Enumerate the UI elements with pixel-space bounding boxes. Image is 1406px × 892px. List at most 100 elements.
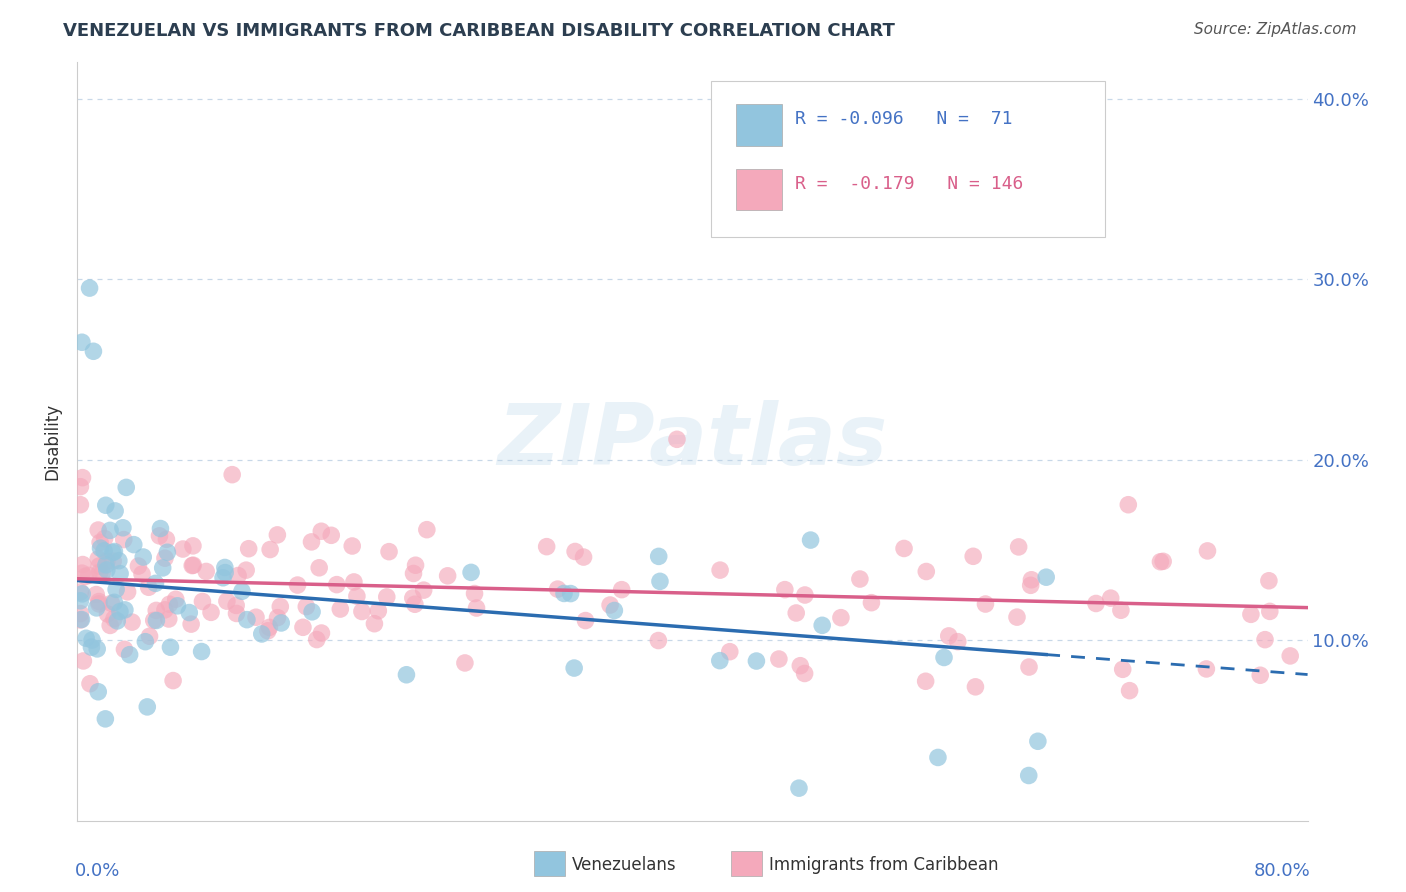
- Point: [547, 582, 569, 596]
- Point: [191, 594, 214, 608]
- Point: [153, 551, 176, 566]
- Point: [127, 559, 149, 574]
- Point: [860, 596, 883, 610]
- Point: [321, 528, 343, 542]
- Point: [108, 605, 131, 619]
- Point: [180, 617, 202, 632]
- Point: [927, 750, 949, 764]
- Point: [915, 565, 938, 579]
- Point: [1026, 734, 1049, 748]
- Point: [179, 606, 201, 620]
- Point: [465, 601, 488, 615]
- Point: [79, 677, 101, 691]
- Point: [114, 603, 136, 617]
- Point: [329, 602, 352, 616]
- Point: [96, 607, 118, 621]
- Point: [103, 544, 125, 558]
- Point: [1116, 498, 1139, 512]
- Point: [266, 610, 288, 624]
- Point: [108, 554, 131, 568]
- Point: [295, 599, 318, 614]
- Point: [402, 566, 425, 581]
- Point: [245, 610, 267, 624]
- Point: [131, 567, 153, 582]
- Point: [416, 523, 439, 537]
- Point: [402, 591, 425, 605]
- Point: [974, 597, 997, 611]
- Point: [346, 589, 368, 603]
- Point: [436, 569, 458, 583]
- Point: [1258, 604, 1281, 618]
- Point: [212, 571, 235, 585]
- Point: [560, 586, 582, 600]
- Point: [96, 563, 118, 577]
- Point: [830, 610, 852, 624]
- Point: [225, 607, 247, 621]
- Point: [305, 632, 328, 647]
- Point: [111, 521, 134, 535]
- Point: [69, 585, 91, 599]
- Point: [226, 568, 249, 582]
- Point: [1005, 610, 1028, 624]
- Point: [932, 650, 955, 665]
- Point: [1099, 591, 1122, 606]
- Point: [378, 544, 401, 558]
- Point: [1149, 555, 1171, 569]
- Point: [93, 544, 115, 558]
- Point: [103, 554, 125, 568]
- Point: [1035, 570, 1057, 584]
- Point: [104, 504, 127, 518]
- Point: [79, 281, 101, 295]
- Point: [122, 538, 145, 552]
- Point: [118, 648, 141, 662]
- Point: [70, 612, 93, 626]
- Point: [946, 634, 969, 648]
- Point: [1279, 648, 1302, 663]
- Text: Immigrants from Caribbean: Immigrants from Caribbean: [769, 856, 998, 874]
- Point: [849, 572, 872, 586]
- Point: [69, 594, 91, 608]
- Point: [195, 565, 218, 579]
- Point: [215, 594, 238, 608]
- Point: [69, 613, 91, 627]
- Point: [70, 335, 93, 350]
- Point: [75, 569, 97, 583]
- Text: 0.0%: 0.0%: [75, 863, 121, 880]
- Point: [69, 498, 91, 512]
- Point: [343, 574, 366, 589]
- Point: [87, 594, 110, 608]
- Point: [536, 540, 558, 554]
- Point: [647, 549, 669, 564]
- Point: [69, 607, 91, 621]
- Point: [117, 585, 139, 599]
- Point: [156, 545, 179, 559]
- Point: [259, 620, 281, 634]
- Point: [745, 654, 768, 668]
- Point: [785, 606, 807, 620]
- Point: [291, 620, 314, 634]
- Point: [647, 633, 669, 648]
- Point: [1021, 573, 1043, 587]
- Text: VENEZUELAN VS IMMIGRANTS FROM CARIBBEAN DISABILITY CORRELATION CHART: VENEZUELAN VS IMMIGRANTS FROM CARIBBEAN …: [63, 22, 896, 40]
- FancyBboxPatch shape: [735, 104, 782, 145]
- Point: [301, 605, 323, 619]
- Point: [231, 584, 253, 599]
- Point: [103, 612, 125, 626]
- Point: [142, 613, 165, 627]
- Point: [91, 566, 114, 580]
- Point: [89, 559, 111, 574]
- Point: [665, 433, 688, 447]
- Point: [86, 600, 108, 615]
- Point: [80, 640, 103, 655]
- Point: [70, 566, 93, 581]
- Point: [108, 566, 131, 581]
- Text: Source: ZipAtlas.com: Source: ZipAtlas.com: [1194, 22, 1357, 37]
- Point: [181, 558, 204, 573]
- Point: [166, 599, 188, 613]
- Point: [572, 550, 595, 565]
- Point: [1249, 668, 1271, 682]
- Point: [269, 599, 291, 614]
- Point: [145, 614, 167, 628]
- Point: [962, 549, 984, 564]
- Point: [98, 524, 121, 538]
